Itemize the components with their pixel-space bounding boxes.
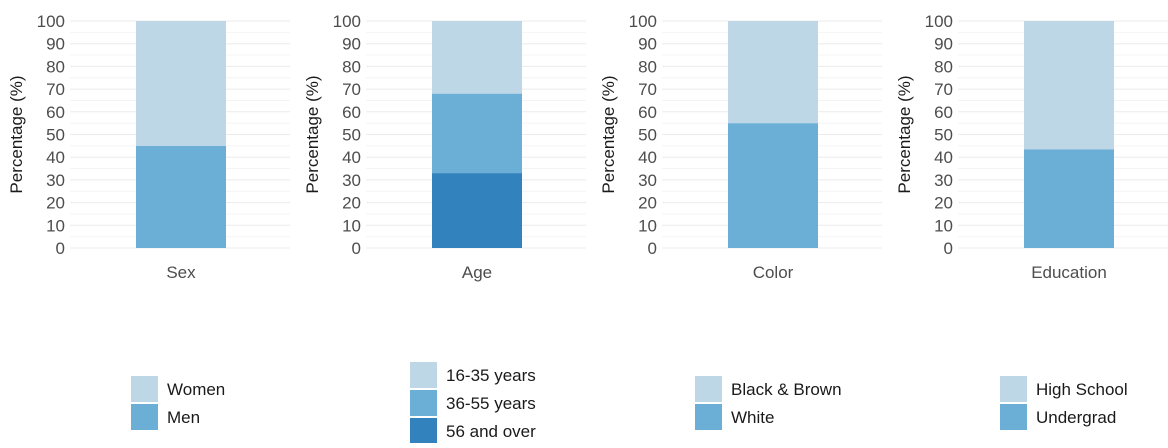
legend-label: High School xyxy=(1036,380,1128,399)
y-tick-label: 0 xyxy=(56,239,65,258)
y-tick-label: 20 xyxy=(638,194,657,213)
legend-swatch xyxy=(410,418,437,444)
y-tick-label: 30 xyxy=(46,171,65,190)
legend-label: 36-55 years xyxy=(446,394,536,413)
y-tick-label: 100 xyxy=(333,12,361,31)
y-tick-label: 10 xyxy=(638,216,657,235)
legend-label: 56 and over xyxy=(446,422,536,441)
x-tick-label: Color xyxy=(753,263,794,282)
y-tick-label: 60 xyxy=(342,103,361,122)
legend: 16-35 years 36-55 years 56 and over xyxy=(410,362,536,444)
y-tick-label: 60 xyxy=(46,103,65,122)
x-tick-label: Sex xyxy=(166,263,196,282)
legend-swatch xyxy=(695,404,722,430)
y-tick-label: 60 xyxy=(638,103,657,122)
bar-segment xyxy=(1024,21,1114,150)
legend-swatch xyxy=(410,362,437,388)
y-axis-label: Percentage (%) xyxy=(7,75,26,193)
y-tick-label: 50 xyxy=(934,126,953,145)
legend: Black & Brown White xyxy=(695,376,842,430)
legend-label: White xyxy=(731,408,774,427)
bar-segment xyxy=(136,145,226,248)
y-tick-label: 90 xyxy=(638,35,657,54)
chart-panel-3: 0 10 20 30 40 50 60 70 80 90 100 Percentage (%) Educ… xyxy=(895,12,1168,430)
chart-panel-2: 0 10 20 30 40 50 60 70 80 90 100 Percentage (%) Colo… xyxy=(599,12,882,430)
bar-segment xyxy=(1024,149,1114,248)
y-tick-label: 80 xyxy=(342,57,361,76)
y-tick-label: 70 xyxy=(638,80,657,99)
legend-swatch xyxy=(1000,404,1027,430)
y-axis-label: Percentage (%) xyxy=(895,75,914,193)
legend-swatch xyxy=(131,404,158,430)
y-tick-label: 50 xyxy=(638,126,657,145)
legend-label: 16-35 years xyxy=(446,366,536,385)
y-tick-label: 70 xyxy=(46,80,65,99)
bar-segment xyxy=(432,173,522,248)
bar-segment xyxy=(728,21,818,124)
y-tick-label: 40 xyxy=(342,148,361,167)
y-tick-label: 20 xyxy=(46,194,65,213)
legend-label: Men xyxy=(167,408,200,427)
y-tick-label: 70 xyxy=(934,80,953,99)
y-tick-label: 20 xyxy=(342,194,361,213)
y-tick-label: 40 xyxy=(934,148,953,167)
y-tick-label: 80 xyxy=(46,57,65,76)
legend-label: Black & Brown xyxy=(731,380,842,399)
y-tick-label: 30 xyxy=(934,171,953,190)
y-tick-label: 60 xyxy=(934,103,953,122)
y-tick-label: 0 xyxy=(648,239,657,258)
y-tick-label: 50 xyxy=(342,126,361,145)
y-tick-label: 10 xyxy=(46,216,65,235)
y-tick-label: 100 xyxy=(629,12,657,31)
chart-panel-0: 0 10 20 30 40 50 60 70 80 90 100 Percentage (%) Sex W… xyxy=(7,12,290,430)
y-tick-label: 40 xyxy=(46,148,65,167)
chart-panel-1: 0 10 20 30 40 50 60 70 80 90 100 Percentage (%) Age 1… xyxy=(303,12,586,444)
y-tick-label: 0 xyxy=(944,239,953,258)
y-tick-label: 90 xyxy=(342,35,361,54)
legend: Women Men xyxy=(131,376,225,430)
y-tick-label: 20 xyxy=(934,194,953,213)
y-tick-label: 30 xyxy=(342,171,361,190)
y-tick-label: 10 xyxy=(342,216,361,235)
legend-swatch xyxy=(410,390,437,416)
legend-label: Undergrad xyxy=(1036,408,1116,427)
y-tick-label: 70 xyxy=(342,80,361,99)
bar-segment xyxy=(432,93,522,174)
y-tick-label: 0 xyxy=(352,239,361,258)
x-tick-label: Education xyxy=(1031,263,1107,282)
legend: High School Undergrad xyxy=(1000,376,1128,430)
y-tick-label: 100 xyxy=(925,12,953,31)
y-tick-label: 100 xyxy=(37,12,65,31)
y-axis-label: Percentage (%) xyxy=(303,75,322,193)
y-tick-label: 10 xyxy=(934,216,953,235)
bar-segment xyxy=(432,21,522,94)
x-tick-label: Age xyxy=(462,263,492,282)
y-tick-label: 50 xyxy=(46,126,65,145)
y-tick-label: 90 xyxy=(934,35,953,54)
y-tick-label: 80 xyxy=(638,57,657,76)
legend-swatch xyxy=(695,376,722,402)
legend-swatch xyxy=(1000,376,1027,402)
legend-swatch xyxy=(131,376,158,402)
y-tick-label: 80 xyxy=(934,57,953,76)
y-axis-label: Percentage (%) xyxy=(599,75,618,193)
y-tick-label: 30 xyxy=(638,171,657,190)
bar-segment xyxy=(728,123,818,248)
y-tick-label: 90 xyxy=(46,35,65,54)
legend-label: Women xyxy=(167,380,225,399)
bar-segment xyxy=(136,21,226,146)
y-tick-label: 40 xyxy=(638,148,657,167)
